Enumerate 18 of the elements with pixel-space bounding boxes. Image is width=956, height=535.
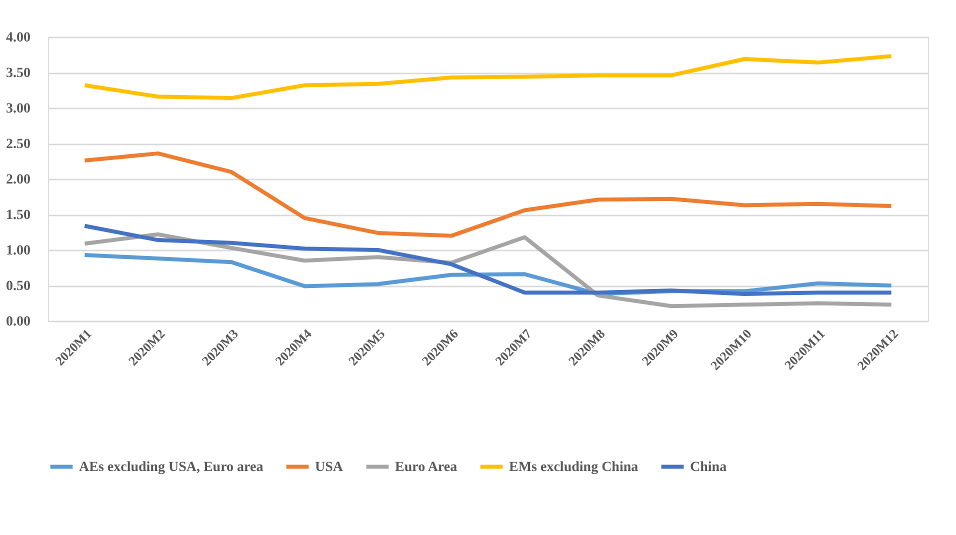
- y-tick-label: 0.50: [6, 279, 30, 294]
- y-tick-label: 1.00: [6, 244, 30, 258]
- legend-label: China: [690, 460, 727, 475]
- legend-label: USA: [315, 460, 344, 475]
- legend-label: AEs excluding USA, Euro area: [79, 460, 264, 475]
- y-tick-label: 3.00: [6, 102, 30, 116]
- y-tick-label: 1.50: [6, 208, 30, 223]
- y-tick-label: 4.00: [6, 30, 30, 46]
- y-tick-label: 2.50: [6, 137, 30, 152]
- y-tick-label: 2.00: [6, 172, 30, 188]
- legend-label: EMs excluding China: [509, 460, 638, 475]
- legend-label: Euro Area: [395, 460, 458, 475]
- line-series: [82, 151, 894, 238]
- line-series: [82, 224, 894, 296]
- y-tick-label: 0.00: [6, 314, 30, 330]
- line-series: [82, 54, 894, 100]
- line-series: [82, 232, 894, 308]
- y-tick-label: 3.50: [6, 66, 30, 81]
